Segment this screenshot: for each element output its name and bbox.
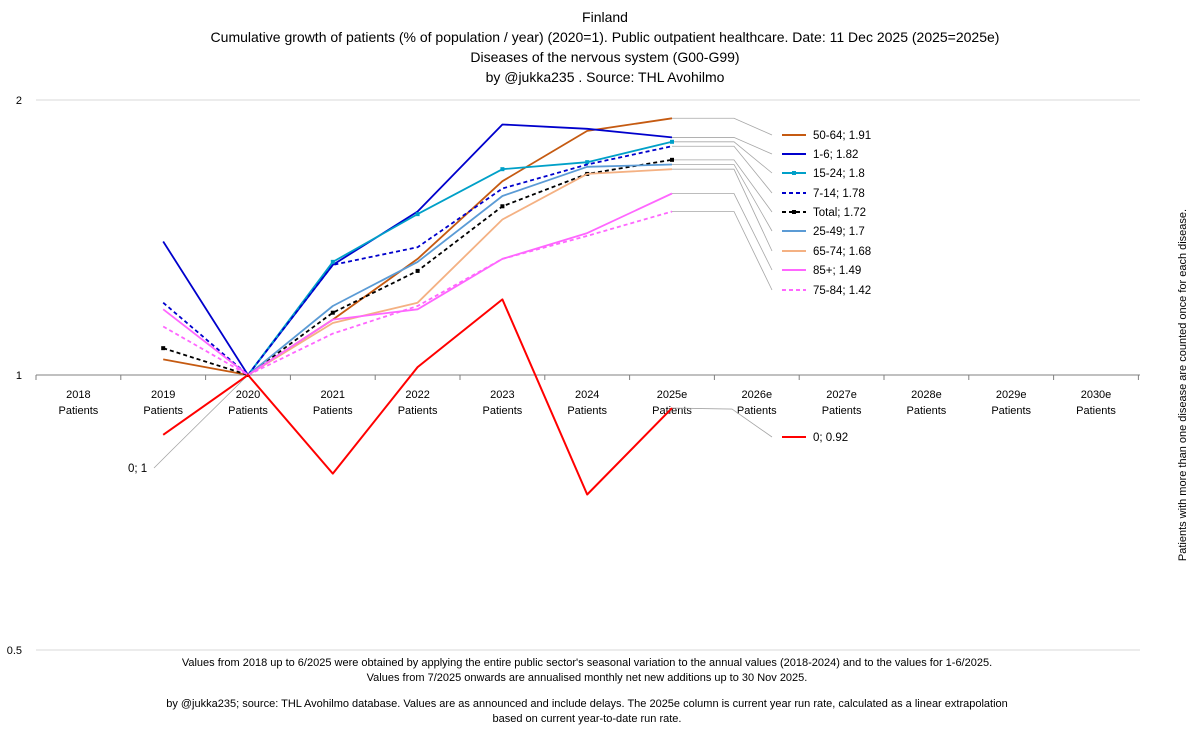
leader-line-85+ [672,193,773,271]
series-marker-Total [330,310,335,315]
x-tick-sublabel: Patients [398,405,438,417]
series-marker-Total [500,204,505,209]
leader-line-25-49 [672,164,773,232]
series-marker-15-24 [670,139,674,144]
title-line: Diseases of the nervous system (G00-G99) [470,49,739,65]
leader-line-7-14 [672,145,773,194]
x-tick-label: 2025e [657,389,688,401]
x-tick-sublabel: Patients [313,405,353,417]
series-marker-Total [670,157,674,162]
x-tick-sublabel: Patients [652,405,692,417]
x-tick-label: 2021 [321,389,345,401]
x-tick-label: 2027e [826,389,857,401]
chart-title: Finland Cumulative growth of patients (%… [211,9,1000,85]
x-tick-label: 2026e [742,389,773,401]
title-line: Cumulative growth of patients (% of popu… [211,29,1000,45]
leader-line-15-24 [672,141,773,174]
x-tick-label: 2019 [151,389,175,401]
x-tick-sublabel: Patients [737,405,777,417]
x-tick-label: 2022 [405,389,429,401]
extra-label: 0; 1 [128,463,147,475]
title-line: by @jukka235 . Source: THL Avohilmo [486,69,725,85]
series-marker-15-24 [415,212,420,217]
x-tick-label: 2030e [1081,389,1112,401]
x-tick-label: 2024 [575,389,599,401]
x-tick-sublabel: Patients [907,405,947,417]
leader-line-Total [672,159,773,213]
legend-label-25-49: 25-49; 1.7 [813,226,865,238]
series-marker-Total [161,346,166,351]
x-axis: 2018 Patients 2019 Patients 2020 Patients 2021… [35,374,1140,417]
y-axis: 210.5 [7,95,22,657]
leader-line-50-64 [672,117,773,136]
leader-line-0 [671,407,773,438]
series-line-7-14 [162,145,673,376]
series-marker-Total [415,268,420,273]
y-tick-label: 0.5 [7,645,22,657]
series-marker-15-24 [330,259,335,264]
leader-lines [153,117,773,469]
legend-label-15-24: 15-24; 1.8 [813,168,865,180]
x-tick-sublabel: Patients [822,405,862,417]
x-tick-sublabel: Patients [567,405,607,417]
series-line-1-6 [162,123,673,376]
series-line-0 [162,298,673,496]
title-line: Finland [582,9,628,25]
leader-line-extra [153,374,249,469]
leader-line-65-74 [672,168,773,252]
note-line: by @jukka235; source: THL Avohilmo datab… [166,698,1008,710]
legend-label-85+: 85+; 1.49 [813,265,861,277]
legend-label-65-74: 65-74; 1.68 [813,246,871,258]
gridlines [36,99,1140,651]
series-line-75-84 [162,210,673,376]
x-tick-label: 2018 [66,389,90,401]
series-line-25-49 [247,163,673,376]
series-line-15-24 [247,140,673,376]
x-tick-label: 2029e [996,389,1027,401]
legend-label-Total: Total; 1.72 [813,207,866,219]
note-line: based on current year-to-date run rate. [493,713,682,725]
note-line: Values from 7/2025 onwards are annualise… [367,672,808,684]
legend-marker-Total [792,210,796,214]
legend-label-7-14: 7-14; 1.78 [813,188,865,200]
series-group [161,117,674,496]
leader-line-1-6 [672,137,773,155]
series-line-65-74 [247,168,673,376]
x-tick-sublabel: Patients [59,405,99,417]
series-marker-15-24 [585,160,590,165]
x-tick-sublabel: Patients [1076,405,1116,417]
y-tick-label: 2 [16,95,22,107]
x-tick-sublabel: Patients [991,405,1031,417]
notes: Values from 2018 up to 6/2025 were obtai… [166,657,1008,725]
series-line-85+ [162,192,673,376]
legend-label-0: 0; 0.92 [813,432,848,444]
legend-marker-15-24 [792,171,796,175]
legend-label-50-64: 50-64; 1.91 [813,130,871,142]
x-tick-sublabel: Patients [228,405,268,417]
legend-label-75-84: 75-84; 1.42 [813,285,871,297]
legend-label-1-6: 1-6; 1.82 [813,149,858,161]
x-tick-sublabel: Patients [143,405,183,417]
x-tick-label: 2028e [911,389,942,401]
x-tick-label: 2023 [490,389,514,401]
side-label: Patients with more than one disease are … [1177,209,1189,561]
x-tick-label: 2020 [236,389,260,401]
series-marker-15-24 [500,167,505,172]
legend: 50-64; 1.91 1-6; 1.82 15-24; 1.8 7-14; 1.78… [782,130,871,444]
series-line-Total [162,158,673,376]
y-tick-label: 1 [16,370,22,382]
leader-line-75-84 [672,211,773,291]
x-tick-sublabel: Patients [483,405,523,417]
note-line: Values from 2018 up to 6/2025 were obtai… [182,657,992,669]
